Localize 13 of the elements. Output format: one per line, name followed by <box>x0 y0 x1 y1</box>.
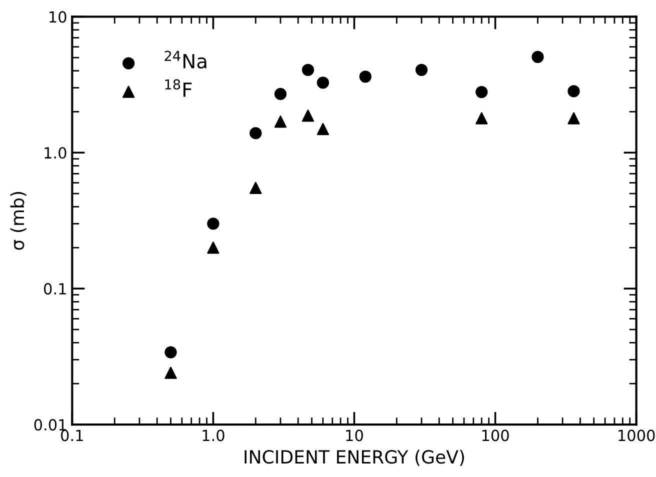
y-tick-label: 0.01 <box>34 418 66 431</box>
legend-label: $^{24}$Na <box>164 50 206 69</box>
x-tick-label: 10 <box>346 430 363 442</box>
y-axis-title: σ (mb) <box>10 192 26 250</box>
y-tick-label: 0.1 <box>44 283 66 295</box>
x-tick-label: 1000 <box>618 430 655 442</box>
x-tick-label: 0.1 <box>61 430 83 442</box>
x-tick-label: 100 <box>482 430 509 442</box>
legend-label: $^{18}$F <box>165 79 192 97</box>
x-axis-title: INCIDENT ENERGY (GeV) <box>244 450 464 466</box>
y-tick-label: 10 <box>50 11 66 23</box>
y-tick-label: 1.0 <box>44 147 66 159</box>
x-tick-label: 1.0 <box>202 430 224 442</box>
